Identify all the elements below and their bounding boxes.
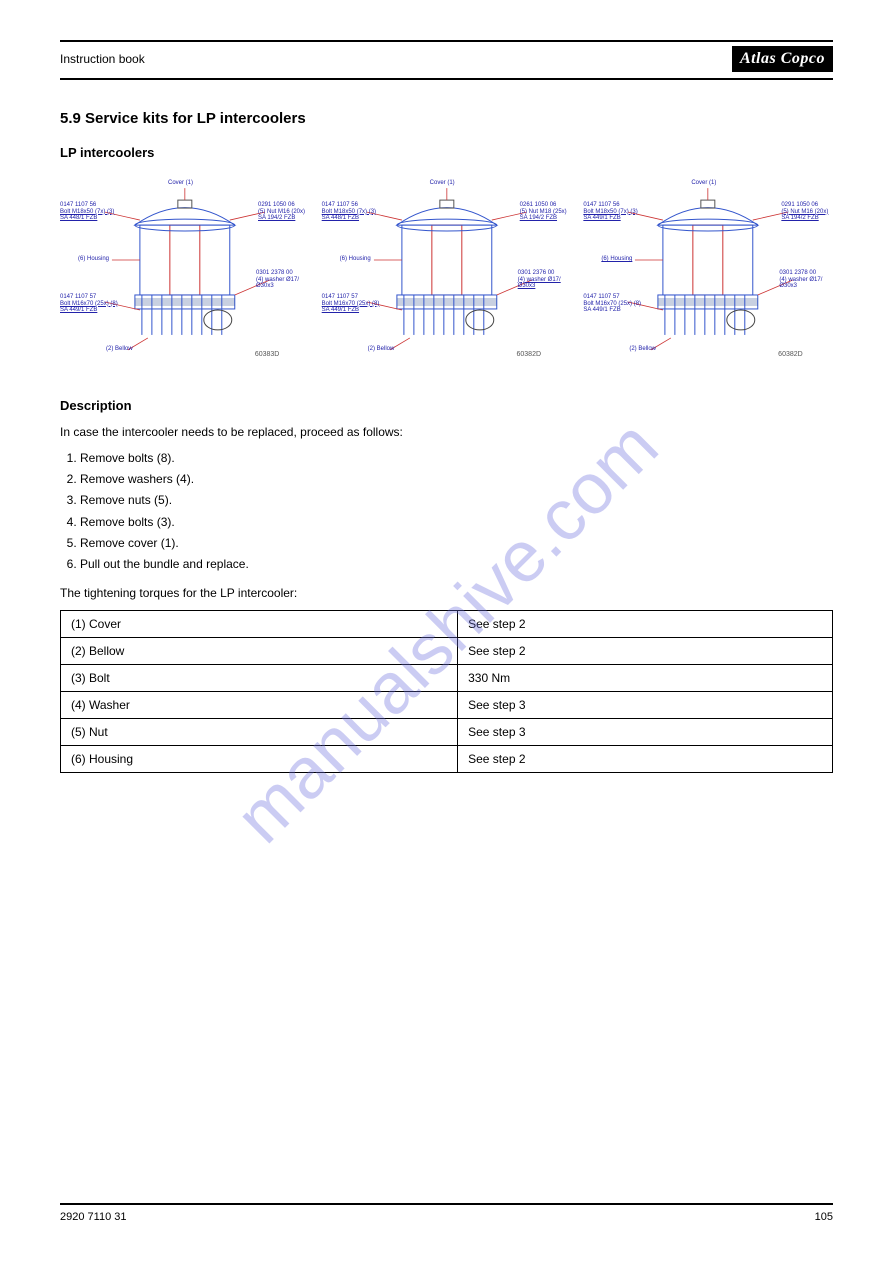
diagram-1: Cover (1) 0147 1107 56 Bolt M18x50 (7x) …: [60, 170, 310, 380]
model-label: 60382D: [517, 351, 542, 358]
step-item: Remove washers (4).: [80, 470, 833, 489]
callout-top-right: 0291 1050 06 (5) Nut M16 (20x) SA 194/2 …: [781, 202, 828, 222]
callout-top-left: 0147 1107 56 Bolt M18x50 (7x) (3) SA 449…: [583, 202, 637, 222]
diagram-row: Cover (1) 0147 1107 56 Bolt M18x50 (7x) …: [60, 170, 833, 380]
steps-list: Remove bolts (8). Remove washers (4). Re…: [80, 449, 833, 574]
section-title: 5.9 Service kits for LP intercoolers: [60, 110, 833, 127]
callout-top-right: 0291 1050 06 (5) Nut M16 (20x) SA 194/2 …: [258, 202, 305, 222]
callout-cover: Cover (1): [691, 180, 716, 187]
step-item: Pull out the bundle and replace.: [80, 555, 833, 574]
table-cell: (2) Bellow: [61, 638, 458, 665]
table-cell: See step 3: [458, 692, 833, 719]
table-row: (3) Bolt 330 Nm: [61, 665, 833, 692]
table-cell: (5) Nut: [61, 719, 458, 746]
callout-cover: Cover (1): [430, 180, 455, 187]
doc-type-label: Instruction book: [60, 52, 145, 66]
callout-housing: (6) Housing: [340, 256, 371, 263]
table-cell: (3) Bolt: [61, 665, 458, 692]
table-cell: (1) Cover: [61, 611, 458, 638]
lp-intercoolers-heading: LP intercoolers: [60, 145, 833, 160]
table-row: (1) Cover See step 2: [61, 611, 833, 638]
header-bar: Instruction book Atlas Copco: [60, 46, 833, 80]
callout-bellow: (2) Bellow: [629, 346, 656, 353]
table-row: (5) Nut See step 3: [61, 719, 833, 746]
callout-housing: (6) Housing: [78, 256, 109, 263]
diagram-2: Cover (1) 0147 1107 56 Bolt M18x50 (7x) …: [322, 170, 572, 380]
description-heading: Description: [60, 398, 833, 413]
callout-top-left: 0147 1107 56 Bolt M18x50 (7x) (3) SA 448…: [60, 202, 114, 222]
table-cell: (6) Housing: [61, 746, 458, 773]
description-intro: In case the intercooler needs to be repl…: [60, 423, 833, 441]
callout-housing: (6) Housing: [601, 256, 632, 263]
table-cell: See step 3: [458, 719, 833, 746]
table-cell: See step 2: [458, 611, 833, 638]
callout-bellow: (2) Bellow: [106, 346, 133, 353]
top-rule: [60, 40, 833, 42]
table-cell: See step 2: [458, 746, 833, 773]
callout-top-left: 0147 1107 56 Bolt M18x50 (7x) (3) SA 448…: [322, 202, 376, 222]
brand-logo: Atlas Copco: [732, 46, 833, 72]
table-row: (4) Washer See step 3: [61, 692, 833, 719]
model-label: 60383D: [255, 351, 280, 358]
footer-right: 105: [815, 1211, 833, 1223]
step-item: Remove bolts (8).: [80, 449, 833, 468]
callout-mid-right: 0301 2376 00 (4) washer Ø17/Ø30x3: [518, 270, 572, 290]
callout-mid-right: 0301 2378 00 (4) washer Ø17/Ø30x3: [779, 270, 833, 290]
step-item: Remove cover (1).: [80, 534, 833, 553]
footer-left: 2920 7110 31: [60, 1211, 126, 1223]
step-item: Remove nuts (5).: [80, 491, 833, 510]
callout-cover: Cover (1): [168, 180, 193, 187]
callout-bellow: (2) Bellow: [368, 346, 395, 353]
diagram-3: Cover (1) 0147 1107 56 Bolt M18x50 (7x) …: [583, 170, 833, 380]
table-cell: See step 2: [458, 638, 833, 665]
table-row: (6) Housing See step 2: [61, 746, 833, 773]
step-item: Remove bolts (3).: [80, 513, 833, 532]
callout-bot-left: 0147 1107 57 Bolt M16x70 (25x) (8) SA 44…: [60, 294, 118, 314]
table-row: (2) Bellow See step 2: [61, 638, 833, 665]
callout-mid-right: 0301 2378 00 (4) washer Ø17/Ø30x3: [256, 270, 310, 290]
callout-bot-left: 0147 1107 57 Bolt M16x70 (25x) (8) SA 44…: [322, 294, 380, 314]
table-cell: (4) Washer: [61, 692, 458, 719]
torque-intro: The tightening torques for the LP interc…: [60, 584, 833, 602]
model-label: 60382D: [778, 351, 803, 358]
table-cell: 330 Nm: [458, 665, 833, 692]
callout-top-right: 0261 1050 06 (5) Nut M18 (25x) SA 194/2 …: [520, 202, 567, 222]
callout-bot-left: 0147 1107 57 Bolt M16x70 (25x) (8) SA 44…: [583, 294, 641, 314]
page-footer: 2920 7110 31 105: [60, 1203, 833, 1223]
torque-table: (1) Cover See step 2 (2) Bellow See step…: [60, 610, 833, 773]
